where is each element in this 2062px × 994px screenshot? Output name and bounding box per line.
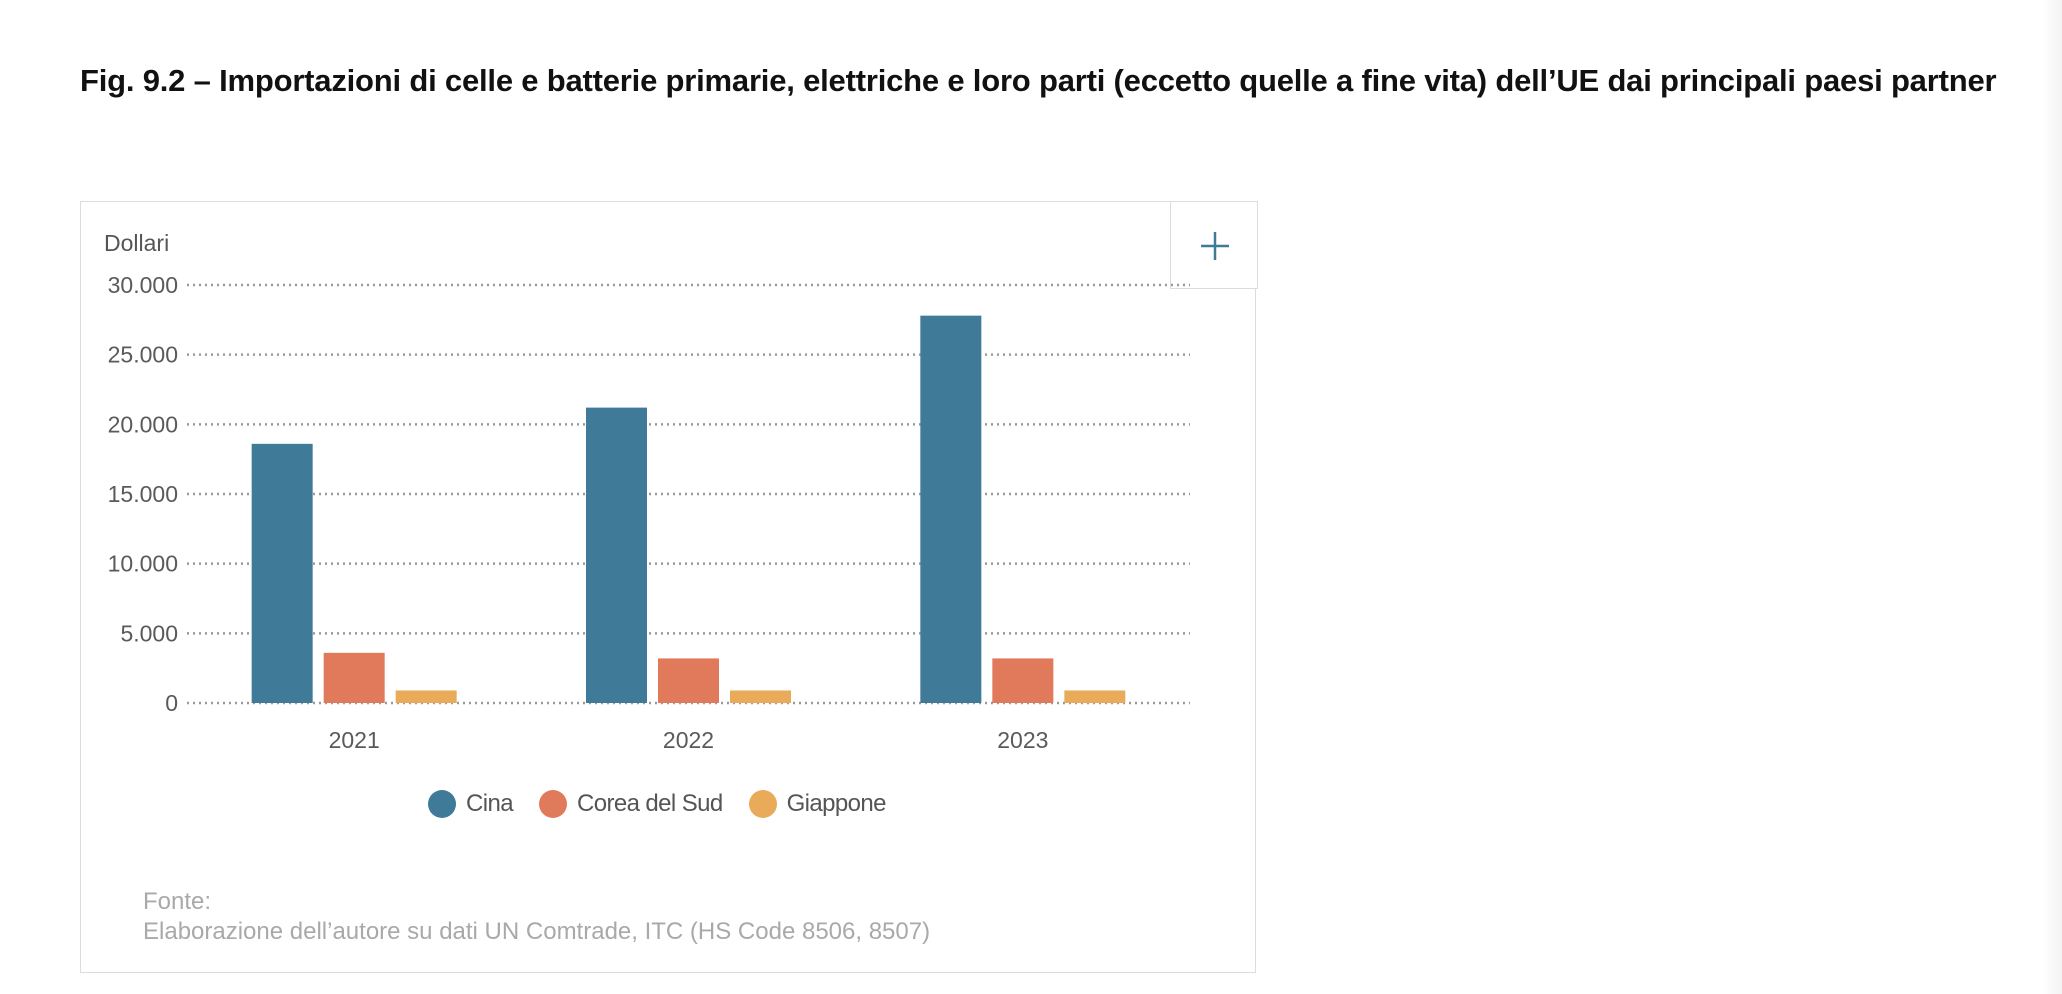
legend-dot-corea-del-sud (538, 790, 567, 818)
y-axis-unit-label: Dollari (104, 230, 170, 256)
figure-title: Fig. 9.2 – Importazioni di celle e batte… (80, 63, 1997, 98)
legend-label-giappone: Giappone (786, 790, 887, 817)
bar-giappone-2021[interactable] (395, 690, 457, 703)
source-text: Elaborazione dell’autore su dati UN Comt… (143, 918, 931, 945)
bar-cina-2022[interactable] (586, 407, 647, 703)
source-label: Fonte: (143, 888, 212, 915)
y-tick-label: 25.000 (108, 342, 178, 368)
legend-dot-cina (428, 790, 456, 818)
bar-cina-2021[interactable] (251, 443, 313, 703)
x-tick-label: 2022 (663, 727, 714, 753)
bar-cina-2023[interactable] (920, 315, 982, 703)
x-tick-label: 2021 (329, 727, 380, 753)
legend: Cina Corea del Sud Giappone (428, 790, 887, 818)
page-edge-shadow (2042, 0, 2062, 994)
bar-corea-del-sud-2023[interactable] (992, 658, 1054, 703)
legend-item-giappone[interactable]: Giappone (748, 790, 887, 818)
bar-giappone-2023[interactable] (1064, 690, 1126, 703)
grid-layer: 0 5.000 10.000 15.000 20.000 25.000 30.000 (108, 272, 1190, 716)
bar-corea-del-sud-2022[interactable] (658, 658, 719, 703)
x-tick-label: 2023 (997, 727, 1048, 753)
x-axis-labels: 2021 2022 2023 (329, 727, 1049, 753)
plus-icon (1201, 232, 1229, 260)
legend-item-corea-del-sud[interactable]: Corea del Sud (538, 790, 723, 818)
bar-chart: 0 5.000 10.000 15.000 20.000 25.000 30.000 202… (108, 272, 1190, 753)
bar-giappone-2022[interactable] (730, 690, 791, 703)
bar-layer (251, 315, 1126, 703)
y-tick-label: 10.000 (108, 551, 178, 577)
y-tick-label: 20.000 (108, 411, 178, 437)
legend-label-cina: Cina (466, 790, 514, 817)
expand-button[interactable] (1170, 201, 1258, 289)
y-tick-label: 30.000 (108, 272, 178, 298)
y-tick-label: 15.000 (108, 481, 178, 507)
bar-corea-del-sud-2021[interactable] (323, 652, 385, 703)
legend-item-cina[interactable]: Cina (428, 790, 514, 818)
y-tick-label: 5.000 (120, 620, 178, 646)
legend-label-corea-del-sud: Corea del Sud (576, 790, 723, 817)
y-tick-label: 0 (165, 690, 178, 716)
legend-dot-giappone (748, 790, 777, 818)
